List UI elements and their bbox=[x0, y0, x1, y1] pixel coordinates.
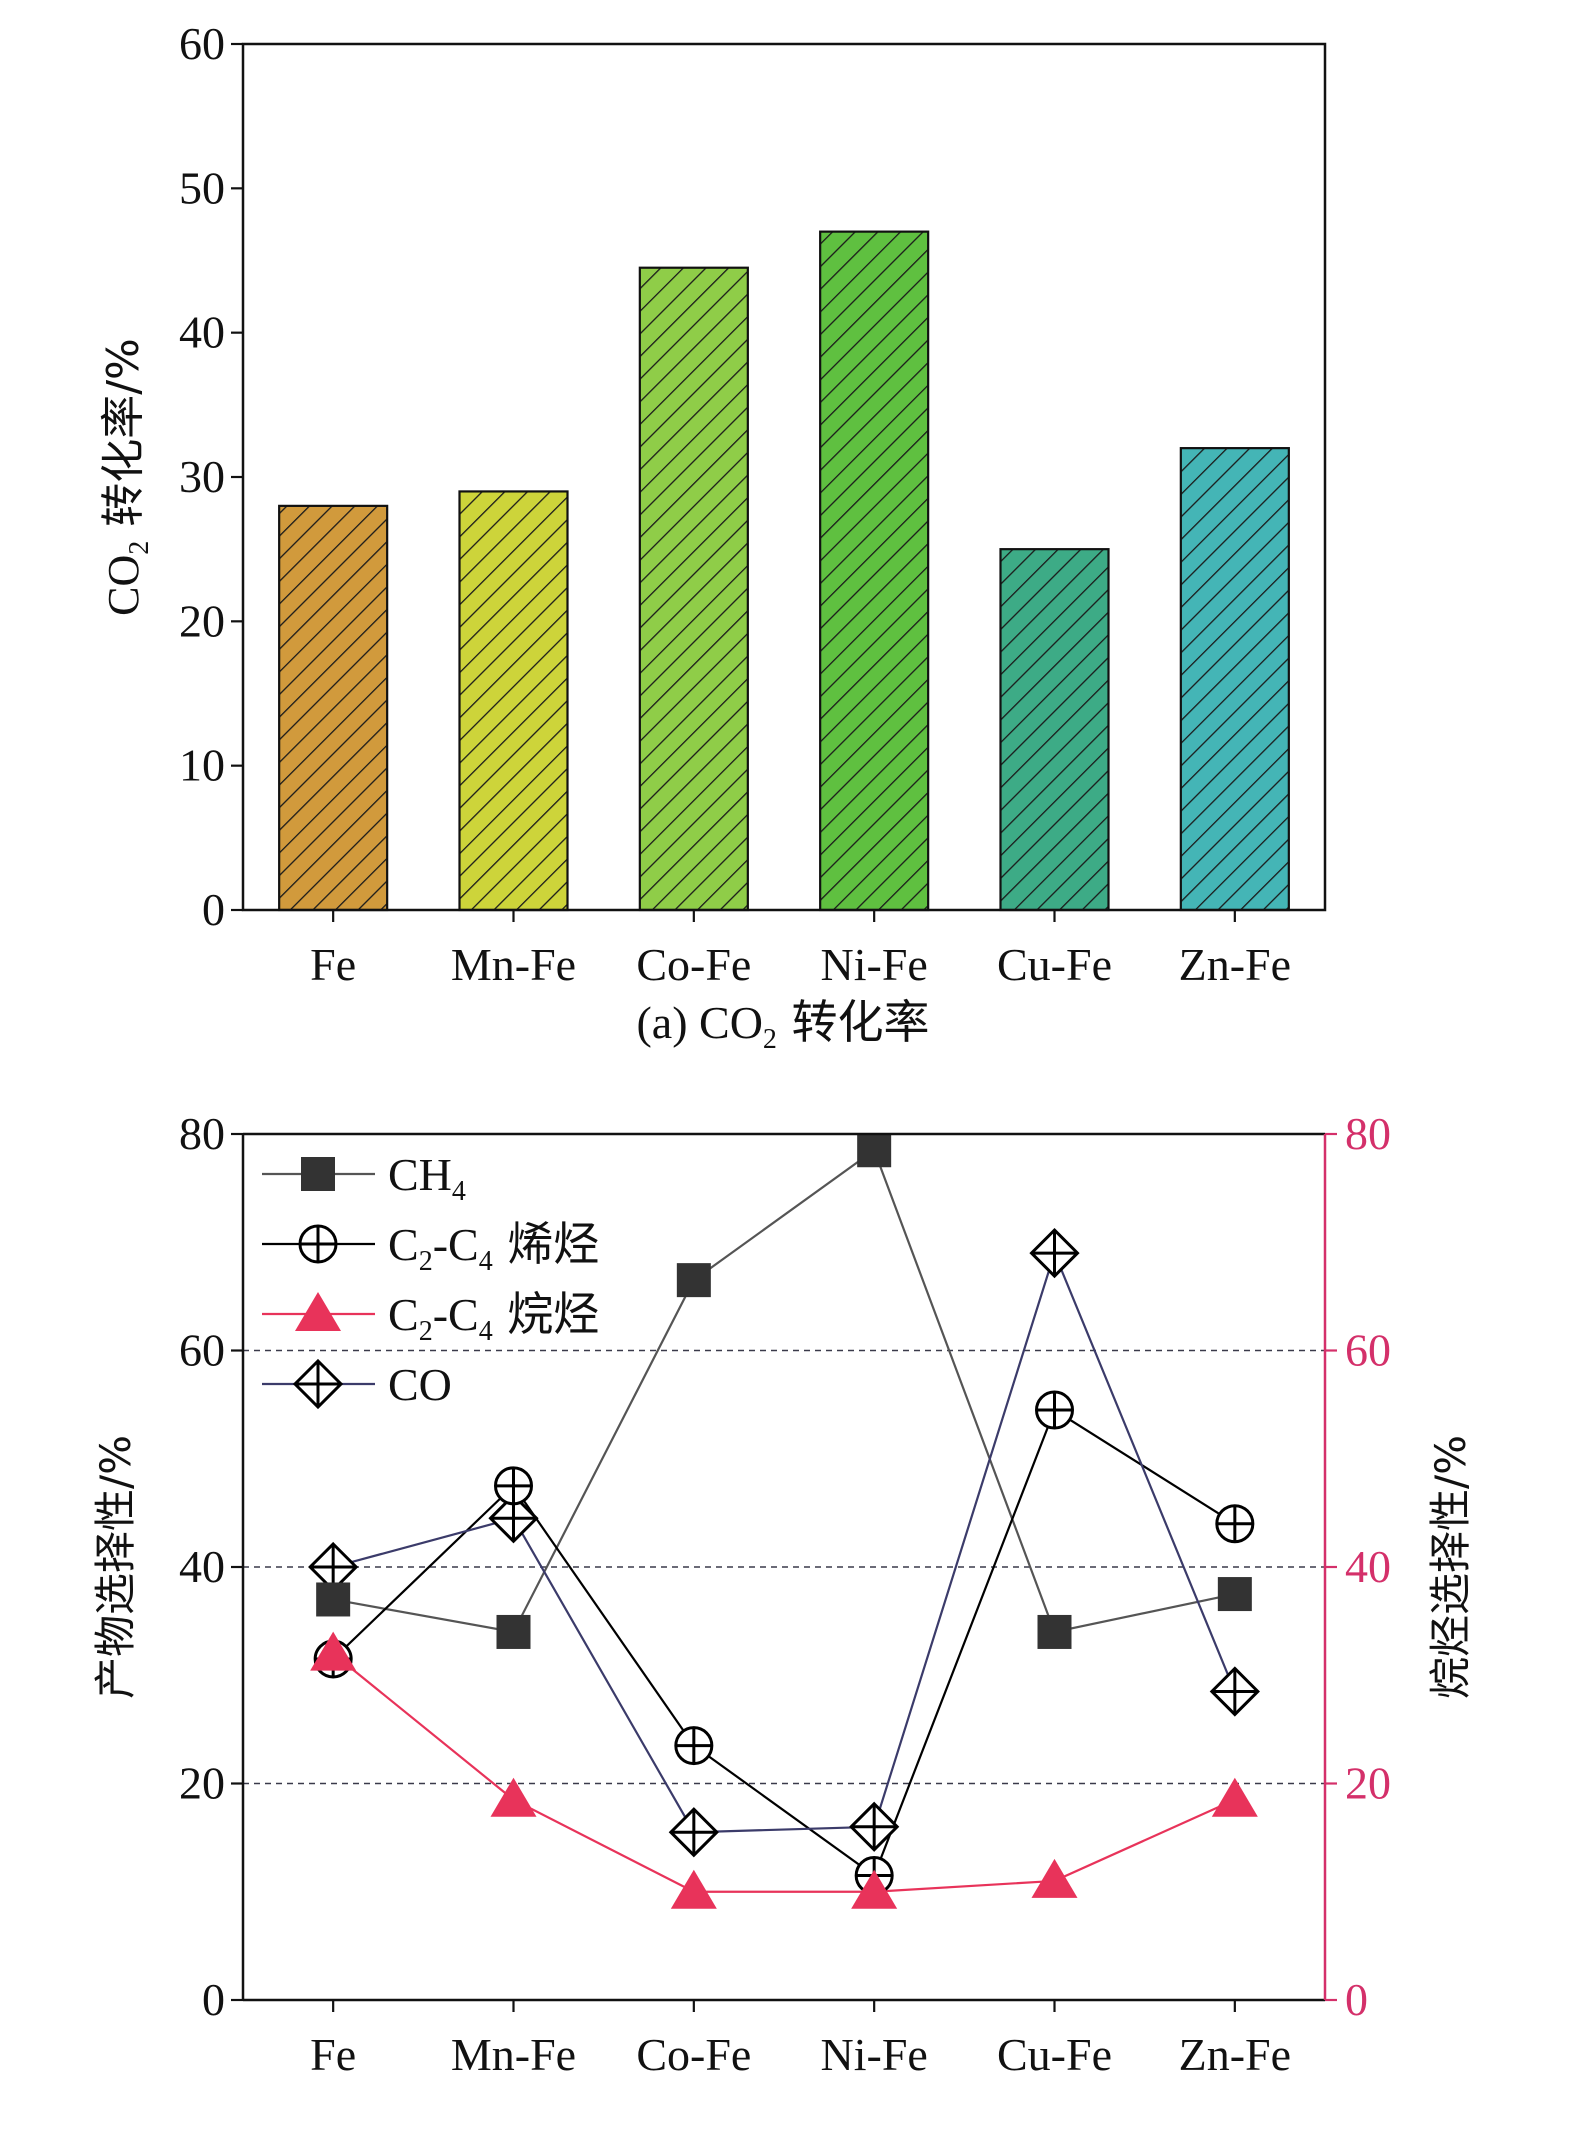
y-tick-label: 0 bbox=[202, 884, 225, 935]
triangle-marker bbox=[1031, 1858, 1078, 1898]
circle-plus-legend-marker bbox=[298, 1224, 338, 1264]
legend-label: CO bbox=[388, 1359, 452, 1410]
legend-label: C2-C4 烯烃 bbox=[388, 1217, 599, 1277]
y-axis-ticks: 0 10 20 30 40 50 60 bbox=[179, 18, 243, 935]
bar-zn-fe bbox=[1179, 447, 1290, 912]
legend-label: CH4 bbox=[388, 1149, 466, 1207]
grid-lines bbox=[243, 1349, 1325, 1785]
conversion-bar-chart: 0 10 20 30 40 50 60 Fe Mn-Fe Co-Fe Ni-Fe Cu-Fe Zn-F… bbox=[98, 18, 1327, 1055]
x-tick-label: Fe bbox=[310, 2029, 356, 2080]
y-tick-label: 50 bbox=[179, 162, 225, 213]
square-marker bbox=[676, 1263, 711, 1298]
x-tick-label: Mn-Fe bbox=[451, 2029, 576, 2080]
bar-cu-fe bbox=[999, 548, 1110, 912]
bar-mn-fe bbox=[458, 490, 569, 912]
square-marker bbox=[1037, 1614, 1072, 1649]
left-y-axis-ticks: 0 20 40 60 80 bbox=[179, 1108, 243, 2025]
diamond-plus-marker bbox=[1029, 1227, 1080, 1279]
y2-tick-label: 60 bbox=[1345, 1325, 1391, 1376]
square-marker bbox=[496, 1614, 531, 1649]
y2-tick-label: 40 bbox=[1345, 1541, 1391, 1592]
x-axis-ticks: Fe Mn-Fe Co-Fe Ni-Fe Cu-Fe Zn-Fe bbox=[310, 2000, 1291, 2080]
diamond-plus-marker bbox=[668, 1807, 719, 1858]
square-marker bbox=[316, 1582, 351, 1617]
legend-entry: C2-C4 烷烃 bbox=[262, 1287, 599, 1347]
bars bbox=[278, 230, 1290, 912]
y-tick-label: 60 bbox=[179, 1325, 225, 1376]
x-tick-label: Co-Fe bbox=[636, 2029, 751, 2080]
bar-co-fe bbox=[638, 266, 749, 912]
y2-tick-label: 80 bbox=[1345, 1108, 1391, 1159]
diamond-plus-marker bbox=[488, 1493, 539, 1544]
x-tick-label: Fe bbox=[310, 939, 356, 990]
y2-tick-label: 20 bbox=[1345, 1758, 1391, 1809]
y-axis-label: CO2 转化率/% bbox=[98, 338, 155, 616]
y-tick-label: 0 bbox=[202, 1974, 225, 2025]
series-line bbox=[332, 1148, 1236, 1634]
right-y-axis-ticks: 0 20 40 60 80 bbox=[1325, 1108, 1391, 2025]
triangle-marker bbox=[1211, 1777, 1258, 1817]
x-tick-label: Cu-Fe bbox=[997, 939, 1112, 990]
x-tick-label: Cu-Fe bbox=[997, 2029, 1112, 2080]
square-marker bbox=[1217, 1577, 1252, 1612]
bar-ni-fe bbox=[819, 230, 930, 912]
legend-label: C2-C4 烷烃 bbox=[388, 1287, 599, 1347]
x-tick-label: Zn-Fe bbox=[1179, 939, 1291, 990]
selectivity-line-chart: 0 20 40 60 80 0 20 40 60 80 Fe Mn-Fe Co-Fe Ni-Fe Cu-… bbox=[91, 1108, 1475, 2080]
x-axis-ticks: Fe Mn-Fe Co-Fe Ni-Fe Cu-Fe Zn-Fe bbox=[310, 910, 1291, 990]
legend: CH4 C2-C4 烯烃 C2-C4 烷烃 CO bbox=[262, 1149, 599, 1410]
x-tick-label: Co-Fe bbox=[636, 939, 751, 990]
y-axis-label: 产物选择性/% bbox=[91, 1435, 140, 1699]
x-tick-label: Mn-Fe bbox=[451, 939, 576, 990]
legend-entry: CH4 bbox=[262, 1149, 466, 1207]
legend-entry: C2-C4 烯烃 bbox=[262, 1217, 599, 1277]
circle-plus-marker bbox=[1215, 1504, 1255, 1544]
diamond-plus-marker bbox=[1209, 1666, 1260, 1717]
diamond-plus-marker bbox=[849, 1801, 900, 1852]
y-tick-label: 80 bbox=[179, 1108, 225, 1159]
triangle-marker bbox=[490, 1777, 537, 1817]
circle-plus-marker bbox=[494, 1466, 533, 1506]
series-markers bbox=[308, 1133, 1260, 1909]
y-tick-label: 40 bbox=[179, 1541, 225, 1592]
y-tick-label: 60 bbox=[179, 18, 225, 69]
y2-axis-label: 烷烃选择性/% bbox=[1426, 1435, 1475, 1699]
triangle-marker bbox=[851, 1869, 898, 1909]
series-line bbox=[332, 1408, 1236, 1878]
triangle-legend-marker bbox=[295, 1292, 341, 1331]
circle-plus-marker bbox=[1035, 1390, 1074, 1430]
square-legend-marker bbox=[301, 1157, 335, 1191]
y2-tick-label: 0 bbox=[1345, 1974, 1368, 2025]
y-tick-label: 30 bbox=[179, 451, 225, 502]
diamond-plus-legend-marker bbox=[292, 1358, 344, 1410]
y-tick-label: 10 bbox=[179, 740, 225, 791]
x-tick-label: Ni-Fe bbox=[821, 939, 928, 990]
y-tick-label: 40 bbox=[179, 307, 225, 358]
series-line bbox=[332, 1652, 1236, 1893]
x-tick-label: Ni-Fe bbox=[821, 2029, 928, 2080]
triangle-marker bbox=[310, 1631, 357, 1671]
plot-frame bbox=[241, 42, 1327, 912]
circle-plus-marker bbox=[674, 1726, 714, 1766]
triangle-marker bbox=[670, 1869, 717, 1909]
legend-entry: CO bbox=[262, 1358, 452, 1410]
series-lines bbox=[332, 1148, 1236, 1893]
square-marker bbox=[857, 1133, 892, 1168]
series-line bbox=[332, 1249, 1236, 1834]
chart-title: (a) CO2 转化率 bbox=[636, 995, 929, 1055]
bar-fe bbox=[278, 504, 389, 912]
y-tick-label: 20 bbox=[179, 1758, 225, 1809]
y-tick-label: 20 bbox=[179, 595, 225, 646]
x-tick-label: Zn-Fe bbox=[1179, 2029, 1291, 2080]
